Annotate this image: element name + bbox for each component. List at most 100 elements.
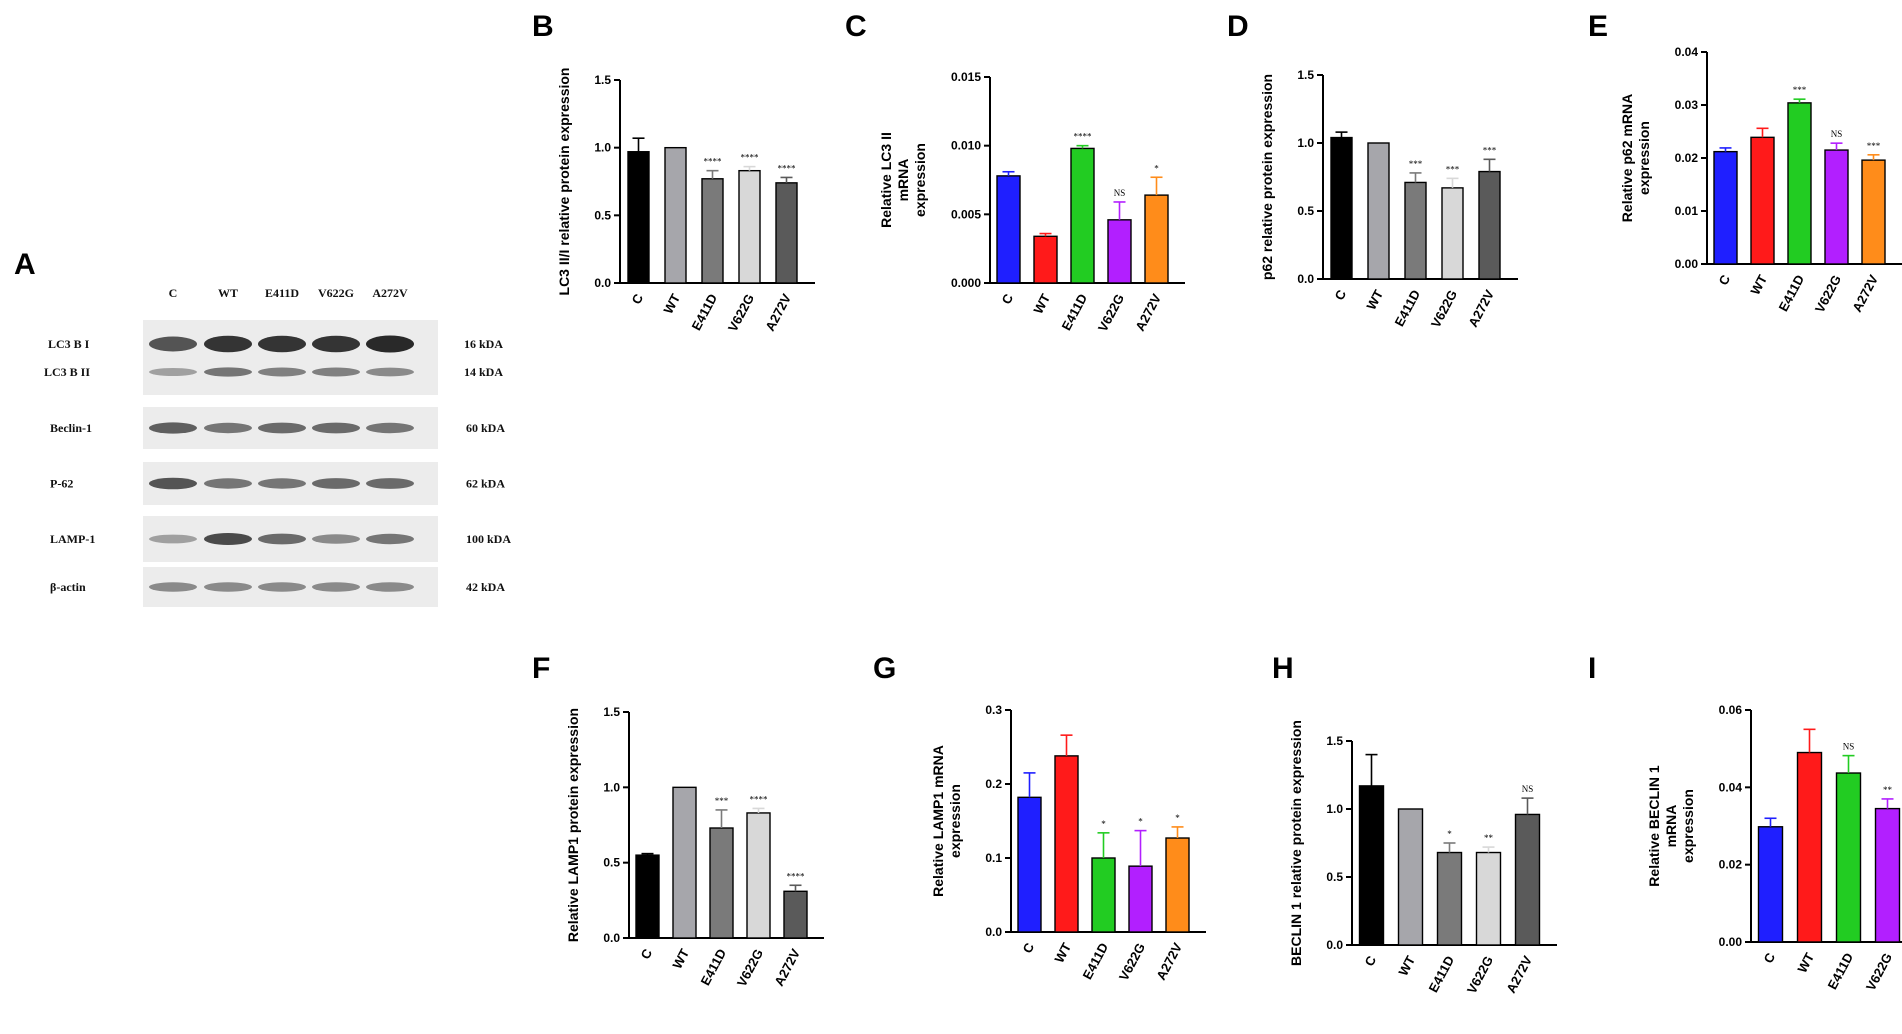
significance-label: NS xyxy=(1522,784,1534,794)
blot-label: LC3 B II xyxy=(44,365,90,379)
significance-label: *** xyxy=(1446,164,1460,174)
blot-band xyxy=(312,534,360,544)
y-tick-label: 0.0 xyxy=(1297,272,1314,286)
blot-size: 42 kDA xyxy=(466,580,505,594)
y-axis-label: mRNA xyxy=(1663,805,1679,848)
y-axis-label: Relative LC3 II xyxy=(878,132,894,228)
bar-E411D xyxy=(1835,772,1862,943)
y-tick-label: 1.0 xyxy=(1326,802,1343,816)
y-tick-label: 0.0 xyxy=(594,276,611,290)
blot-band xyxy=(149,582,197,592)
y-tick-label: 0.04 xyxy=(1675,45,1699,59)
chart-panel-c: C 0.000 0.005 0.010 0.015 Relative LC3 II mRNA… xyxy=(845,10,1185,334)
significance-label: *** xyxy=(1793,85,1807,95)
blot-strip xyxy=(143,320,438,395)
category-label: E411D xyxy=(1776,272,1808,314)
bar-WT xyxy=(1367,142,1390,280)
panel-letter-a: A xyxy=(14,248,36,281)
blot-band xyxy=(204,335,252,353)
blot-strip xyxy=(143,567,438,607)
panel-letter: F xyxy=(532,652,550,685)
y-tick-label: 0.0 xyxy=(985,925,1002,939)
chart-panel-g: G 0.0 0.1 0.2 0.3 Relative LAMP1 mRNA expressi… xyxy=(873,652,1206,983)
chart-panel-b: B 0.0 0.5 1.0 1.5 LC3 II/I relative protein e… xyxy=(532,10,815,334)
western-blot-panel: A C WT E411D V622G A272V LC3 B I LC3 B II 16 k… xyxy=(14,248,511,607)
bar-A272V xyxy=(1861,159,1886,265)
y-axis-label: Relative BECLIN 1 xyxy=(1646,765,1662,887)
category-label: C xyxy=(1715,272,1733,288)
bar-WT xyxy=(1054,755,1079,933)
y-tick-label: 0.04 xyxy=(1719,780,1743,794)
category-label: A272V xyxy=(1849,272,1881,314)
category-label: C xyxy=(1760,950,1778,966)
y-tick-label: 0.02 xyxy=(1719,858,1743,872)
bar-WT xyxy=(672,786,697,939)
significance-label: *** xyxy=(715,796,729,806)
category-label: A272V xyxy=(771,946,803,988)
blot-label: P-62 xyxy=(50,477,73,491)
blot-label: β-actin xyxy=(50,580,86,594)
significance-label: **** xyxy=(787,871,806,881)
bar-C xyxy=(1358,785,1385,946)
blot-band xyxy=(149,367,197,377)
blot-band xyxy=(312,582,360,592)
bar-A272V xyxy=(775,182,798,284)
category-label: C xyxy=(1361,953,1379,969)
y-tick-label: 0.06 xyxy=(1719,703,1743,717)
bar-V622G xyxy=(1475,851,1502,946)
blot-size: 14 kDA xyxy=(464,365,503,379)
category-label: V622G xyxy=(1116,940,1148,983)
category-label: WT xyxy=(1395,953,1418,978)
category-label: E411D xyxy=(1392,287,1424,329)
significance-label: * xyxy=(1154,163,1159,173)
blot-row: Beclin-1 60 kDA xyxy=(50,407,505,449)
significance-label: *** xyxy=(1409,159,1423,169)
blot-band xyxy=(149,534,197,544)
y-axis-label: expression xyxy=(1680,789,1696,863)
category-label: A272V xyxy=(1153,940,1185,982)
category-label: C xyxy=(998,291,1016,307)
category-label: C xyxy=(1331,287,1349,303)
y-tick-label: 0.1 xyxy=(985,851,1002,865)
y-tick-label: 1.5 xyxy=(1297,68,1314,82)
lane-label: WT xyxy=(218,286,238,300)
bar-C xyxy=(1330,136,1353,280)
y-tick-label: 0.5 xyxy=(1297,204,1314,218)
blot-band xyxy=(312,422,360,434)
category-label: V622G xyxy=(1464,953,1496,996)
bar-C xyxy=(1017,796,1042,933)
bar-C xyxy=(1757,826,1784,943)
category-label: V622G xyxy=(1428,287,1460,330)
blot-band xyxy=(312,335,360,353)
significance-label: ** xyxy=(1484,833,1494,843)
category-label: V622G xyxy=(1812,272,1844,315)
category-label: E411D xyxy=(689,291,721,333)
blot-label: LC3 B I xyxy=(48,337,90,351)
y-tick-label: 1.0 xyxy=(594,141,611,155)
bar-E411D xyxy=(701,178,724,284)
bar-C xyxy=(996,175,1021,284)
y-tick-label: 0.5 xyxy=(1326,870,1343,884)
category-label: A272V xyxy=(762,291,794,333)
panel-letter: H xyxy=(1272,652,1294,685)
category-label: A272V xyxy=(1465,287,1497,329)
blot-label: LAMP-1 xyxy=(50,532,95,546)
significance-label: * xyxy=(1447,829,1452,839)
blot-band xyxy=(312,367,360,377)
significance-label: **** xyxy=(1074,132,1093,142)
category-label: WT xyxy=(669,946,692,971)
blot-band xyxy=(149,422,197,434)
bar-WT xyxy=(1796,751,1823,943)
y-axis-label: Relative LAMP1 protein expression xyxy=(565,708,581,942)
significance-label: NS xyxy=(1843,742,1855,752)
category-label: V622G xyxy=(734,946,766,989)
bar-E411D xyxy=(709,827,734,939)
blot-band xyxy=(366,367,414,377)
panel-letter: E xyxy=(1588,10,1608,43)
bar-V622G xyxy=(1874,807,1901,943)
significance-label: **** xyxy=(778,163,797,173)
y-tick-label: 0.010 xyxy=(951,139,981,153)
bar-V622G xyxy=(746,812,771,939)
category-label: V622G xyxy=(725,291,757,334)
